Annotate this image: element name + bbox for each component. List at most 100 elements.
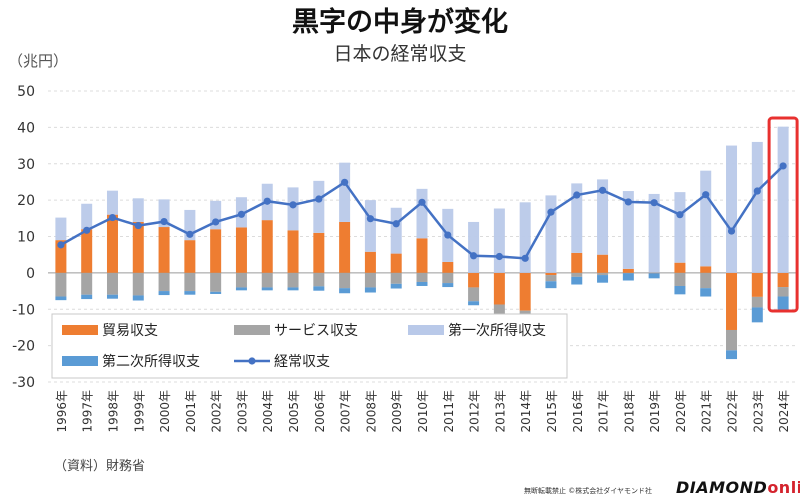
current-account-point [779,162,787,170]
bar-segment-4 [622,273,634,281]
bar-segment-1 [364,251,376,273]
y-tick-label: 30 [17,157,35,173]
bar-segment-2 [158,272,170,292]
bar-segment-4 [751,307,763,323]
bar-segment-1 [390,253,402,273]
bar-segment-2 [235,272,247,288]
bar-segment-2 [210,272,222,292]
bar-segment-1 [700,266,712,273]
current-account-point [160,217,168,226]
current-account-point [418,198,426,206]
x-tick-label: 2017年 [597,390,611,433]
bar-segment-3 [55,217,67,241]
current-account-point [624,198,632,206]
x-tick-label: 2010年 [416,390,430,433]
bar-segment-4 [158,291,170,296]
x-tick-label: 1999年 [132,390,146,433]
bar-segment-3 [132,198,144,222]
brand-logo: DIAMONDonline [676,478,800,497]
legend-swatch [62,325,98,335]
current-account-point [521,254,529,262]
bar-segment-4 [442,283,454,288]
y-tick-labels: -30 -20 -10 0 10 20 30 40 50 [12,84,35,391]
x-tick-label: 2021年 [700,390,714,433]
bar-segment-2 [597,272,609,276]
legend-label: サービス収支 [274,323,358,339]
current-account-point [83,226,91,234]
bar-segment-3 [674,192,686,263]
bar-segment-1 [597,254,609,273]
x-tick-label: 2004年 [261,390,275,433]
current-account-point [212,218,220,226]
current-account-point [263,197,271,205]
bar-segment-2 [674,272,686,286]
bar-segment-3 [313,180,325,233]
bar-segment-4 [81,294,93,300]
current-account-point [366,215,375,223]
bar-segment-3 [648,193,660,273]
bar-segment-4 [184,291,196,295]
highlight-box [767,116,799,313]
x-tick-label: 2023年 [751,390,765,433]
x-tick-label: 2013年 [493,390,507,433]
bar-segment-4 [339,288,351,294]
current-account-point [57,241,65,249]
bar-segment-1 [571,252,583,273]
bar-segment-2 [261,272,273,288]
bar-segment-2 [106,272,118,295]
bar-segment-3 [468,221,480,273]
bar-segment-1 [468,272,480,288]
copyright-note: 無断転載禁止 ©株式会社ダイヤモンド社 [524,487,653,495]
bar-segment-1 [674,262,686,273]
bar-segment-4 [132,295,144,301]
x-tick-label: 2024年 [777,390,791,433]
bar-segment-1 [184,240,196,273]
bar-segment-3 [726,145,738,273]
current-account-point [753,187,761,195]
bar-segment-1 [339,221,351,273]
current-account-point [573,191,581,199]
bar-segment-1 [81,229,93,273]
bar-segment-2 [287,272,299,288]
bar-segment-2 [700,272,712,289]
bar-segment-4 [210,291,222,294]
bar-segment-3 [210,200,222,230]
y-tick-label: 0 [26,266,35,282]
bar-segment-4 [287,287,299,291]
x-tick-label: 2003年 [235,390,249,433]
legend-label: 経常収支 [274,354,330,370]
bar-segment-4 [777,296,789,312]
x-tick-label: 2015年 [545,390,559,433]
legend-swatch [234,325,270,335]
bar-segment-4 [235,287,247,291]
x-tick-label: 2009年 [390,390,404,433]
bar-segment-3 [106,190,118,215]
x-tick-label: 2011年 [442,390,456,433]
bar-segment-2 [726,329,738,351]
highlight-rect [767,116,799,313]
bar-segment-1 [416,238,428,273]
x-tick-label: 2005年 [287,390,301,433]
x-tick-label: 1996年 [55,390,69,433]
bar-segment-2 [313,272,325,287]
x-tick-label: 2012年 [468,390,482,433]
bar-segment-1 [287,230,299,273]
bar-segment-2 [132,272,144,296]
bar-segment-1 [261,220,273,273]
legend-box [51,313,568,379]
bar-segment-2 [416,272,428,282]
current-account-point [186,230,194,238]
bar-segment-3 [390,207,402,254]
legend-label: 貿易収支 [102,323,158,339]
bar-segment-2 [468,287,480,302]
y-tick-label: -30 [12,375,35,391]
bar-segment-1 [210,229,222,273]
bar-segment-3 [81,203,93,230]
bar-segment-1 [777,272,789,288]
bar-segment-3 [545,195,557,273]
bar-segment-3 [700,170,712,267]
bar-segment-3 [597,179,609,255]
brand-part2: online [767,478,800,497]
x-tick-label: 2022年 [726,390,740,433]
current-account-point [341,178,349,186]
